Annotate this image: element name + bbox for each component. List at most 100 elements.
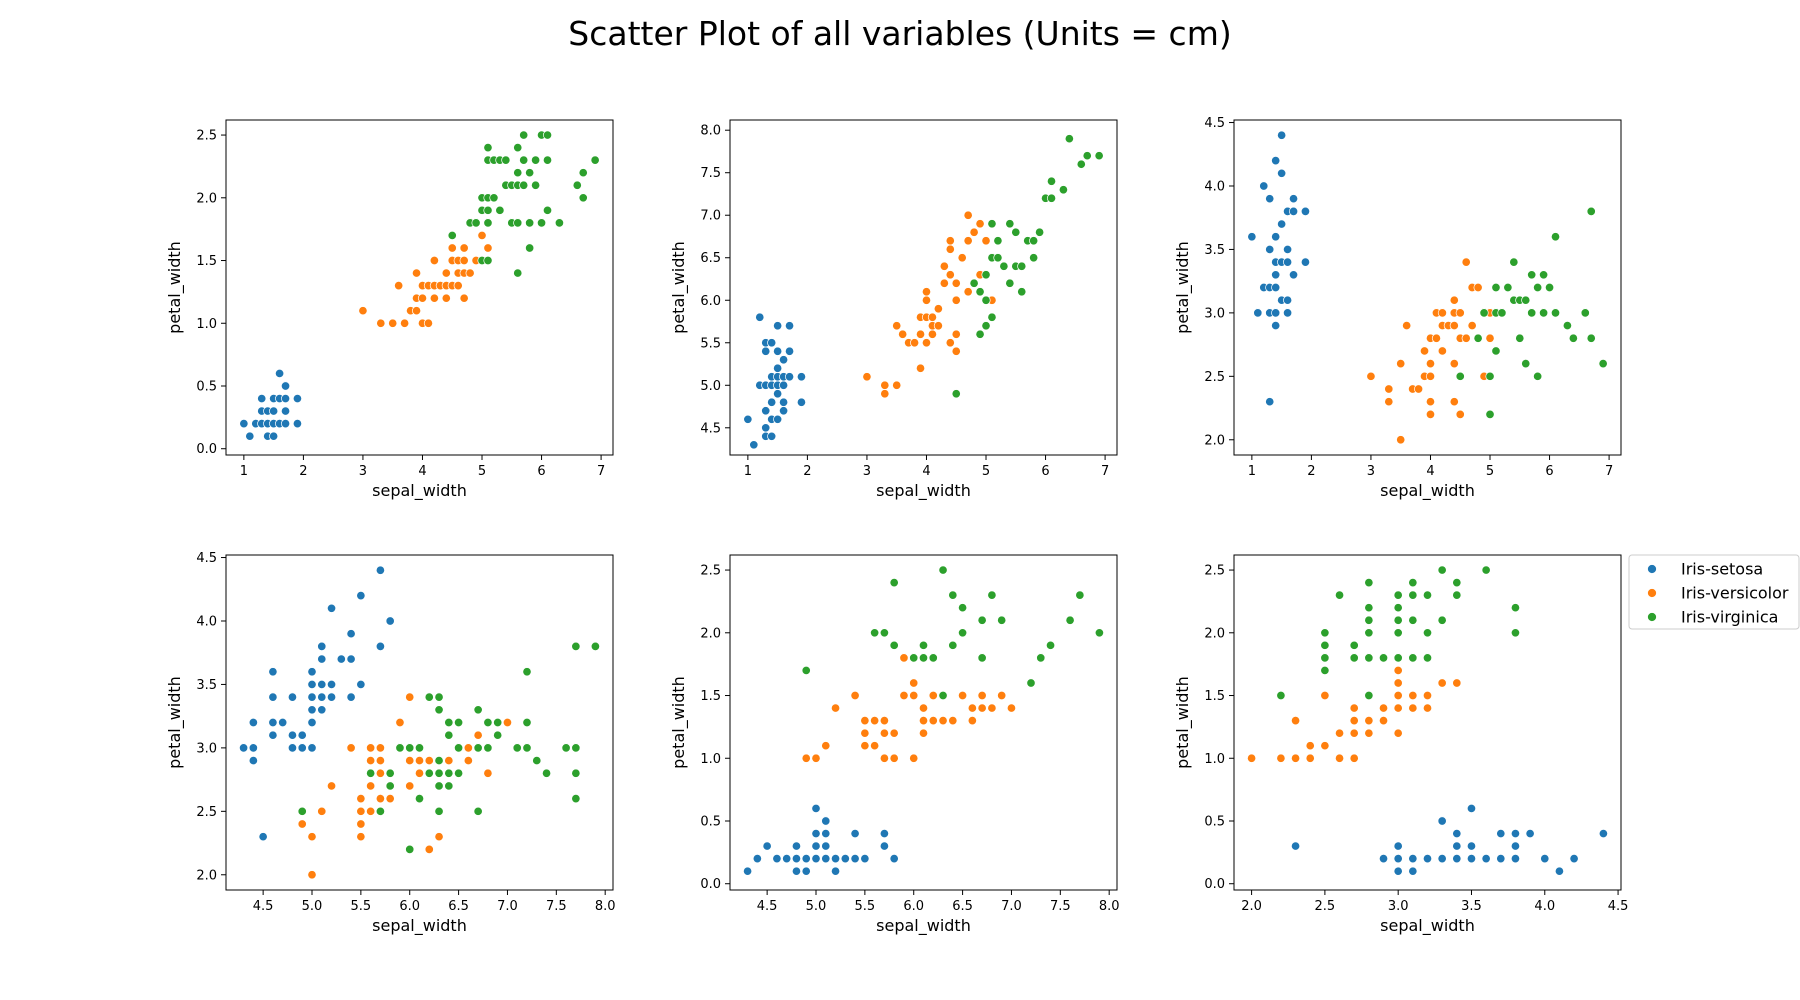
- data-point-iris-virginica: [948, 590, 958, 600]
- data-point-iris-setosa: [821, 828, 831, 839]
- data-point-iris-versicolor: [459, 243, 469, 253]
- data-point-iris-virginica: [1076, 159, 1086, 169]
- data-point-iris-setosa: [743, 414, 753, 424]
- data-point-iris-versicolor: [1384, 384, 1394, 394]
- data-point-iris-setosa: [1271, 282, 1281, 293]
- data-point-iris-versicolor: [1006, 703, 1017, 713]
- data-point-iris-versicolor: [967, 703, 977, 713]
- data-point-iris-virginica: [571, 743, 581, 753]
- data-point-iris-versicolor: [405, 781, 415, 791]
- data-point-iris-versicolor: [1291, 753, 1301, 763]
- data-point-iris-setosa: [239, 743, 249, 753]
- data-point-iris-virginica: [385, 781, 395, 791]
- data-point-iris-virginica: [297, 806, 307, 816]
- y-tick-label: 2.5: [1204, 564, 1225, 579]
- data-point-iris-virginica: [1094, 151, 1104, 161]
- data-point-iris-setosa: [1265, 397, 1275, 407]
- data-point-iris-setosa: [307, 692, 317, 702]
- data-point-iris-virginica: [1005, 219, 1015, 229]
- data-point-iris-versicolor: [918, 716, 929, 726]
- data-point-iris-versicolor: [366, 743, 376, 753]
- data-point-iris-virginica: [1408, 615, 1418, 625]
- data-point-iris-setosa: [268, 717, 278, 728]
- y-tick-label: 5.5: [700, 336, 721, 351]
- data-point-iris-virginica: [1491, 282, 1501, 293]
- data-point-iris-versicolor: [411, 306, 422, 316]
- data-point-iris-virginica: [1364, 578, 1374, 588]
- data-point-iris-setosa: [749, 440, 759, 450]
- data-point-iris-virginica: [405, 743, 415, 753]
- data-point-iris-virginica: [1452, 578, 1462, 588]
- data-point-iris-setosa: [1422, 854, 1433, 864]
- y-tick-label: 2.5: [1204, 370, 1225, 385]
- data-point-iris-virginica: [958, 603, 968, 613]
- x-tick-label: 7: [1605, 464, 1613, 479]
- data-point-iris-virginica: [951, 389, 961, 399]
- data-point-iris-virginica: [405, 844, 415, 854]
- data-point-iris-setosa: [755, 312, 765, 322]
- x-tick-label: 2.0: [1241, 899, 1262, 914]
- data-point-iris-versicolor: [997, 690, 1007, 701]
- data-point-iris-virginica: [975, 287, 985, 297]
- data-point-iris-virginica: [1393, 628, 1403, 638]
- data-point-iris-versicolor: [424, 756, 434, 766]
- data-point-iris-versicolor: [441, 293, 451, 303]
- data-point-iris-setosa: [811, 854, 821, 864]
- data-point-iris-setosa: [248, 743, 258, 753]
- x-tick-label: 4.5: [757, 899, 778, 914]
- data-point-iris-versicolor: [850, 690, 860, 701]
- data-point-iris-virginica: [1393, 653, 1403, 663]
- data-point-iris-versicolor: [918, 728, 929, 738]
- data-point-iris-versicolor: [395, 717, 405, 728]
- data-point-iris-versicolor: [892, 380, 902, 390]
- data-point-iris-setosa: [791, 854, 802, 864]
- data-point-iris-versicolor: [1425, 397, 1436, 407]
- plot-frame: [729, 554, 1118, 891]
- data-point-iris-setosa: [280, 419, 291, 429]
- data-point-iris-setosa: [811, 828, 821, 839]
- data-point-iris-virginica: [395, 743, 405, 753]
- data-point-iris-setosa: [297, 743, 307, 753]
- data-point-iris-versicolor: [376, 318, 386, 328]
- data-point-iris-setosa: [1452, 841, 1462, 851]
- data-point-iris-virginica: [578, 168, 588, 178]
- data-point-iris-versicolor: [394, 281, 404, 291]
- data-point-iris-virginica: [1422, 590, 1433, 600]
- data-point-iris-versicolor: [1449, 397, 1459, 407]
- data-point-iris-virginica: [981, 270, 991, 280]
- data-point-iris-versicolor: [473, 730, 483, 740]
- data-point-iris-virginica: [1094, 628, 1104, 638]
- data-point-iris-virginica: [385, 768, 395, 778]
- data-point-iris-versicolor: [880, 380, 890, 390]
- data-point-iris-virginica: [493, 717, 503, 728]
- data-point-iris-setosa: [1393, 866, 1403, 876]
- legend-label-iris-virginica: Iris-virginica: [1681, 608, 1778, 627]
- data-point-iris-virginica: [1533, 371, 1543, 381]
- data-point-iris-setosa: [280, 393, 291, 404]
- data-point-iris-versicolor: [879, 716, 889, 726]
- data-point-iris-virginica: [1364, 690, 1374, 701]
- x-tick-label: 4.5: [253, 899, 274, 914]
- data-point-iris-versicolor: [928, 690, 938, 701]
- y-axis-label: petal_width: [669, 676, 689, 769]
- data-point-iris-setosa: [317, 705, 327, 715]
- subplot-1: 1 2 3 4 5 6 7 0.0 0.5 1.0 1.5 2.0 2.5 sepal_width peta…: [165, 119, 614, 501]
- data-point-iris-setosa: [269, 431, 279, 441]
- data-point-iris-setosa: [257, 393, 267, 404]
- data-point-iris-setosa: [1510, 828, 1521, 839]
- data-point-iris-setosa: [1510, 854, 1521, 864]
- data-point-iris-setosa: [1569, 854, 1579, 864]
- data-point-iris-virginica: [1378, 653, 1389, 663]
- data-point-iris-virginica: [454, 743, 464, 753]
- data-point-iris-versicolor: [915, 363, 926, 373]
- data-point-iris-virginica: [1029, 236, 1039, 246]
- data-point-iris-setosa: [1525, 828, 1535, 839]
- x-tick-label: 4.0: [1534, 899, 1555, 914]
- data-point-iris-setosa: [239, 419, 249, 429]
- data-point-iris-virginica: [1408, 578, 1418, 588]
- data-point-iris-virginica: [1550, 308, 1561, 318]
- x-tick-label: 6: [1545, 464, 1553, 479]
- y-axis-label: petal_width: [669, 241, 689, 334]
- data-point-iris-setosa: [1496, 854, 1506, 864]
- data-point-iris-versicolor: [801, 753, 811, 763]
